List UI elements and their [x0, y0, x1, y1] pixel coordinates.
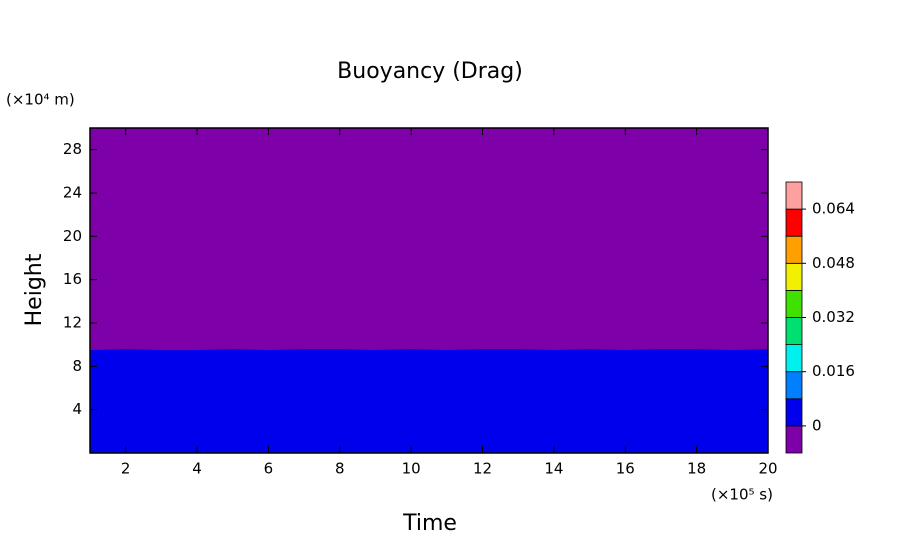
- colorbar-band: [785, 262, 803, 291]
- colorbar-tick-label: 0: [812, 416, 822, 434]
- y-tick-label: 8: [72, 357, 82, 375]
- colorbar-band: [785, 398, 803, 427]
- colorbar-band: [785, 181, 803, 210]
- y-unit: (×10⁴ m): [6, 91, 75, 109]
- colorbar-band: [785, 235, 803, 264]
- y-tick-label: 28: [63, 140, 82, 158]
- colorbar-tick-label: 0.032: [812, 308, 855, 326]
- x-tick-label: 4: [192, 460, 202, 478]
- x-axis-label: Time: [402, 511, 457, 536]
- x-tick-label: 2: [121, 460, 131, 478]
- colorbar-tick-label: 0.048: [812, 254, 855, 272]
- colorbar-tick-label: 0.064: [812, 200, 855, 218]
- x-tick-label: 6: [264, 460, 274, 478]
- x-tick-label: 10: [402, 460, 421, 478]
- colorbar-band: [785, 371, 803, 400]
- x-tick-label: 16: [616, 460, 635, 478]
- y-axis-label: Height: [22, 253, 47, 326]
- y-tick-label: 24: [63, 184, 82, 202]
- x-tick-label: 20: [758, 460, 777, 478]
- plot-frame: [89, 127, 769, 454]
- colorbar-band: [785, 289, 803, 318]
- y-tick-label: 4: [72, 400, 82, 418]
- colorbar-band: [785, 208, 803, 237]
- y-tick-label: 20: [63, 227, 82, 245]
- y-tick-label: 16: [63, 270, 82, 288]
- contour-region: [90, 349, 768, 453]
- x-tick-label: 12: [473, 460, 492, 478]
- y-tick-label: 12: [63, 314, 82, 332]
- x-unit: (×10⁵ s): [711, 486, 773, 504]
- chart-title: Buoyancy (Drag): [337, 59, 523, 84]
- x-tick-label: 8: [335, 460, 345, 478]
- colorbar-band: [785, 317, 803, 346]
- x-tick-label: 14: [544, 460, 563, 478]
- colorbar-band: [785, 425, 803, 454]
- colorbar-band: [785, 344, 803, 373]
- x-tick-label: 18: [687, 460, 706, 478]
- colorbar-tick-label: 0.016: [812, 362, 855, 380]
